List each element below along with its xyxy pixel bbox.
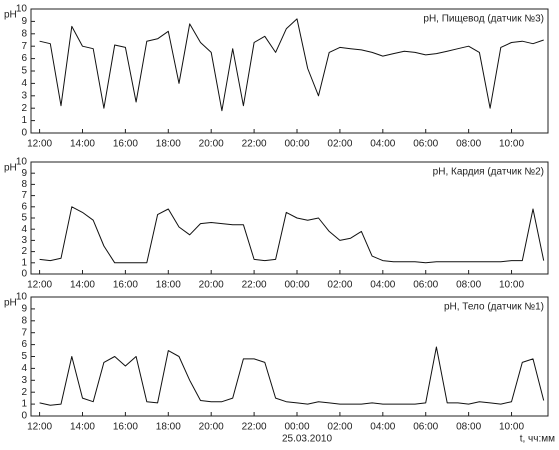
ph-trace <box>39 346 545 406</box>
y-tick-label: 10 <box>16 292 28 303</box>
y-tick-label: 3 <box>21 375 27 386</box>
y-tick-label: 5 <box>21 351 27 362</box>
y-tick-label: 3 <box>21 90 27 101</box>
x-tick-label: 10:00 <box>499 422 524 433</box>
x-tick-label: 12:00 <box>27 422 52 433</box>
y-tick-label: 4 <box>21 78 27 89</box>
ph-trace <box>39 206 545 264</box>
x-tick-label: 06:00 <box>413 139 438 150</box>
date-label: 25.03.2010 <box>282 434 332 445</box>
x-tick-label: 20:00 <box>199 139 224 150</box>
x-tick-label: 04:00 <box>370 139 395 150</box>
y-axis-label: pH <box>4 163 17 174</box>
x-tick-label: 20:00 <box>199 280 224 291</box>
x-tick-label: 14:00 <box>70 139 95 150</box>
x-tick-label: 10:00 <box>499 139 524 150</box>
plot-frame <box>30 296 549 417</box>
x-tick-label: 12:00 <box>27 280 52 291</box>
y-tick-label: 2 <box>21 246 27 257</box>
y-tick-label: 8 <box>21 28 27 39</box>
x-tick-label: 04:00 <box>370 422 395 433</box>
x-tick-label: 00:00 <box>284 280 309 291</box>
x-axis-label: t, чч:мм <box>520 434 555 445</box>
x-tick-label: 16:00 <box>113 422 138 433</box>
y-tick-label: 10 <box>16 157 28 168</box>
y-tick-label: 5 <box>21 66 27 77</box>
x-tick-label: 02:00 <box>327 139 352 150</box>
x-tick-label: 10:00 <box>499 280 524 291</box>
y-tick-label: 4 <box>21 363 27 374</box>
x-tick-label: 06:00 <box>413 280 438 291</box>
y-tick-label: 7 <box>21 41 27 52</box>
x-tick-label: 18:00 <box>156 139 181 150</box>
x-tick-label: 22:00 <box>242 280 267 291</box>
y-tick-label: 0 <box>21 411 27 422</box>
y-tick-label: 6 <box>21 53 27 64</box>
plot-frame <box>30 161 549 275</box>
x-tick-label: 00:00 <box>284 422 309 433</box>
x-tick-label: 02:00 <box>327 280 352 291</box>
y-tick-label: 9 <box>21 304 27 315</box>
x-tick-label: 16:00 <box>113 139 138 150</box>
y-tick-label: 2 <box>21 103 27 114</box>
y-tick-label: 2 <box>21 387 27 398</box>
y-tick-label: 8 <box>21 179 27 190</box>
y-tick-label: 1 <box>21 399 27 410</box>
y-tick-label: 7 <box>21 327 27 338</box>
x-tick-label: 18:00 <box>156 280 181 291</box>
x-tick-label: 06:00 <box>413 422 438 433</box>
x-tick-label: 08:00 <box>456 422 481 433</box>
y-tick-label: 0 <box>21 269 27 280</box>
plot-frame <box>30 8 549 134</box>
x-tick-label: 22:00 <box>242 139 267 150</box>
x-tick-label: 08:00 <box>456 139 481 150</box>
y-tick-label: 6 <box>21 201 27 212</box>
y-tick-label: 5 <box>21 213 27 224</box>
panel-title: pH, Кардия (датчик №2) <box>433 167 544 178</box>
x-tick-label: 16:00 <box>113 280 138 291</box>
y-tick-label: 3 <box>21 235 27 246</box>
y-tick-label: 0 <box>21 128 27 139</box>
x-tick-label: 00:00 <box>284 139 309 150</box>
y-tick-label: 6 <box>21 339 27 350</box>
ph-trace <box>39 18 544 112</box>
panel-title: pH, Тело (датчик №1) <box>444 302 544 313</box>
y-tick-label: 8 <box>21 315 27 326</box>
x-tick-label: 02:00 <box>327 422 352 433</box>
y-tick-label: 4 <box>21 224 27 235</box>
x-tick-label: 14:00 <box>70 280 95 291</box>
x-tick-label: 20:00 <box>199 422 224 433</box>
y-axis-label: pH <box>4 298 17 309</box>
y-tick-label: 9 <box>21 168 27 179</box>
y-tick-label: 10 <box>16 4 28 15</box>
x-tick-label: 22:00 <box>242 422 267 433</box>
y-tick-label: 1 <box>21 115 27 126</box>
y-tick-label: 1 <box>21 257 27 268</box>
y-tick-label: 9 <box>21 16 27 27</box>
x-tick-label: 04:00 <box>370 280 395 291</box>
x-tick-label: 14:00 <box>70 422 95 433</box>
x-tick-label: 08:00 <box>456 280 481 291</box>
x-tick-label: 12:00 <box>27 139 52 150</box>
y-tick-label: 7 <box>21 190 27 201</box>
y-axis-label: pH <box>4 10 17 21</box>
panel-title: pH, Пищевод (датчик №3) <box>423 14 544 25</box>
x-tick-label: 18:00 <box>156 422 181 433</box>
